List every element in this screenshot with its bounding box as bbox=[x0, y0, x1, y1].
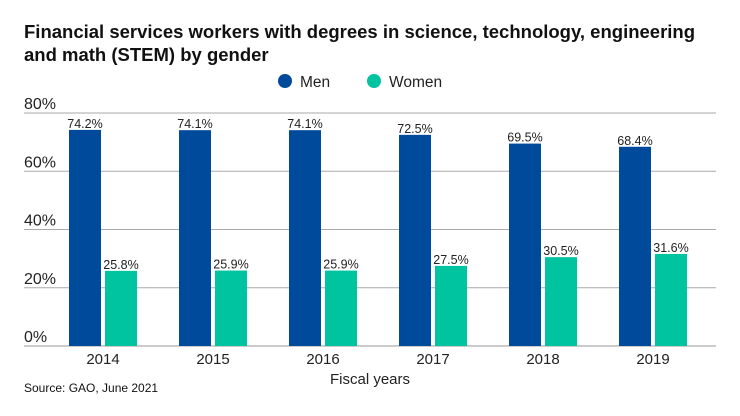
x-tick-label: 2014 bbox=[86, 351, 119, 368]
x-tick-label: 2018 bbox=[526, 351, 559, 368]
bar-men-2018 bbox=[509, 143, 541, 346]
legend-label-women: Women bbox=[389, 74, 442, 91]
x-tick-label: 2019 bbox=[636, 351, 669, 368]
y-tick-label: 60% bbox=[24, 154, 56, 171]
x-axis-label: Fiscal years bbox=[330, 371, 410, 388]
y-tick-label: 0% bbox=[24, 329, 47, 346]
bar-men-2016 bbox=[289, 130, 321, 346]
data-label: 30.5% bbox=[543, 244, 578, 258]
bar-women-2018 bbox=[545, 257, 577, 346]
bar-women-2014 bbox=[105, 270, 137, 346]
x-tick-label: 2016 bbox=[306, 351, 339, 368]
bar-men-2015 bbox=[179, 130, 211, 346]
data-label: 27.5% bbox=[433, 253, 468, 267]
data-label: 74.1% bbox=[287, 117, 322, 131]
y-tick-label: 80% bbox=[24, 96, 56, 113]
bar-men-2014 bbox=[69, 129, 101, 346]
bar-women-2015 bbox=[215, 270, 247, 346]
data-label: 25.9% bbox=[323, 258, 358, 272]
x-tick-label: 2015 bbox=[196, 351, 229, 368]
data-label: 31.6% bbox=[653, 241, 688, 255]
bar-men-2019 bbox=[619, 146, 651, 346]
data-label: 25.9% bbox=[213, 258, 248, 272]
x-tick-label: 2017 bbox=[416, 351, 449, 368]
source-note: Source: GAO, June 2021 bbox=[24, 381, 159, 395]
bar-men-2017 bbox=[399, 134, 431, 346]
data-label: 25.8% bbox=[103, 258, 138, 272]
data-label: 72.5% bbox=[397, 122, 432, 136]
legend-marker-women bbox=[367, 74, 381, 88]
bar-women-2019 bbox=[655, 253, 687, 346]
bar-women-2017 bbox=[435, 265, 467, 346]
data-label: 68.4% bbox=[617, 134, 652, 148]
bar-women-2016 bbox=[325, 270, 357, 346]
data-label: 74.2% bbox=[67, 117, 102, 131]
y-tick-label: 20% bbox=[24, 271, 56, 288]
data-label: 74.1% bbox=[177, 117, 212, 131]
legend-label-men: Men bbox=[300, 74, 330, 91]
data-label: 69.5% bbox=[507, 131, 542, 145]
y-tick-label: 40% bbox=[24, 213, 56, 230]
chart-title: Financial services workers with degrees … bbox=[24, 21, 696, 65]
legend-marker-men bbox=[278, 74, 292, 88]
